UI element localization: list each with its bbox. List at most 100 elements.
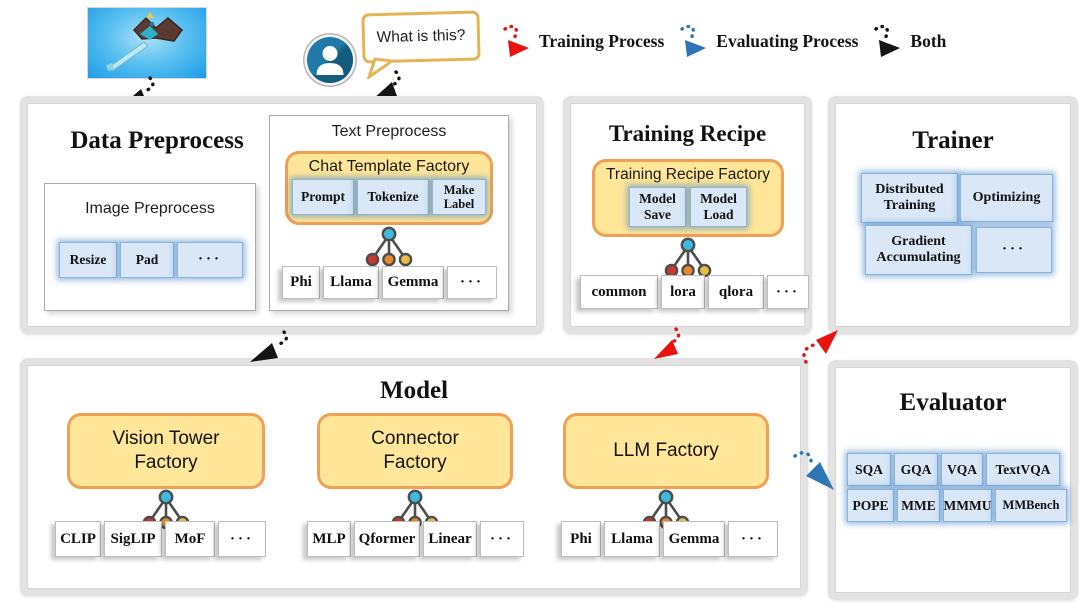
llm-variants: Phi Llama Gemma ··· [561,521,778,557]
evaluator-title: Evaluator [899,389,1007,416]
text-preprocess-panel: Text Preprocess Chat Template Factory Pr… [269,115,509,311]
arrow-user-to-text-icon [372,70,401,100]
legend-label: Evaluating Process [716,30,859,51]
factory-cell: Prompt [292,179,354,215]
variant-cell: CLIP [55,521,101,557]
training-recipe-title: Training Recipe [608,121,767,146]
image-preprocess-panel: Image Preprocess Resize Pad ··· [44,183,256,311]
trainer-cell: Optimizing [960,174,1053,222]
connector-factory: Connector Factory [317,413,513,489]
legend-label: Both [910,30,947,51]
variant-cell: Linear [423,521,477,557]
training-recipe-variants: common lora qlora ··· [580,275,809,309]
chat-template-factory: Chat Template Factory Prompt Tokenize Ma… [285,151,493,225]
factory-cell: Model Save [629,187,686,227]
benchmark-cell: GQA [894,453,938,486]
variant-cell-ellipsis: ··· [767,275,809,309]
benchmark-cell: VQA [941,453,983,486]
legend-label: Training Process [539,30,665,51]
llm-factory: LLM Factory [563,413,769,489]
speech-bubble-text: What is this? [376,26,466,47]
preprocess-cell: Resize [59,242,117,278]
connector-variants: MLP Qformer Linear ··· [307,521,524,557]
trainer-cell: Distributed Training [861,173,958,223]
chat-template-variants: Phi Llama Gemma ··· [282,266,497,299]
variant-cell-ellipsis: ··· [728,521,778,557]
benchmark-cell: MMMU [943,489,992,522]
benchmark-cell: MMBench [995,489,1067,522]
factory-cell: Tokenize [357,179,429,215]
factory-title: LLM Factory [613,440,719,461]
user-icon [307,37,353,83]
evaluator-box: Evaluator SQA GQA VQA TextVQA POPE MME M… [828,360,1078,600]
benchmark-row-1: SQA GQA VQA TextVQA [847,453,1060,486]
model-title: Model [379,377,449,404]
factory-title: Training Recipe Factory [606,166,770,183]
trainer-cells-row-1: Distributed Training Optimizing [861,173,1053,223]
image-preprocess-title: Image Preprocess [85,200,215,217]
text-preprocess-title: Text Preprocess [331,123,447,140]
person-silhouette-icon [316,46,344,75]
trainer-title: Trainer [912,127,994,154]
benchmark-cell: TextVQA [986,453,1060,486]
speech-bubble-tail [366,57,394,79]
image-preprocess-cells: Resize Pad ··· [59,242,243,278]
variant-cell: SigLIP [104,521,162,557]
variant-cell: Llama [604,521,660,557]
data-preprocess-box: Data Preprocess Image Preprocess Resize … [20,96,544,334]
variant-cell-ellipsis: ··· [218,521,266,557]
variant-cell: lora [661,275,705,309]
vision-tower-variants: CLIP SigLIP MoF ··· [55,521,266,557]
variant-cell: Phi [561,521,601,557]
preprocess-cell: Pad [120,242,174,278]
legend-item-both: Both [868,22,946,60]
vision-tower-factory: Vision Tower Factory [67,413,265,489]
dragon-shape [106,12,184,72]
legend-item-training: Training Process [497,22,664,60]
both-arrow-icon [874,24,901,57]
benchmark-cell: MME [897,489,940,522]
data-preprocess-title: Data Preprocess [70,127,244,154]
training-arrow-icon [503,24,529,57]
benchmark-row-2: POPE MME MMMU MMBench [847,489,1067,522]
legend-item-evaluating: Evaluating Process [674,22,858,60]
query-image [88,8,206,78]
arrow-model-to-evaluator-icon [793,451,834,490]
factory-tree-icon [365,226,413,267]
variant-cell: Qformer [354,521,420,557]
variant-cell-ellipsis: ··· [447,266,497,299]
benchmark-cell: POPE [847,489,894,522]
arrow-data-to-model-icon [250,330,289,362]
factory-cell: Make Label [432,179,486,215]
factory-cell: Model Load [690,187,747,227]
evaluating-arrow-icon [680,24,707,57]
preprocess-cell-ellipsis: ··· [177,242,243,278]
factory-title: Vision Tower Factory [112,428,220,473]
variant-cell: Phi [282,266,320,299]
benchmark-cell: SQA [847,453,891,486]
variant-cell: MLP [307,521,351,557]
factory-title: Connector Factory [371,428,459,473]
factory-cells: Prompt Tokenize Make Label [292,179,486,215]
trainer-cells-row-2: Gradient Accumulating ··· [865,225,1052,275]
training-recipe-factory: Training Recipe Factory Model Save Model… [592,159,784,237]
variant-cell: common [580,275,658,309]
variant-cell: Gemma [663,521,725,557]
speech-bubble: What is this? [361,10,481,64]
factory-cells: Model Save Model Load [629,187,747,227]
variant-cell: qlora [708,275,764,309]
variant-cell-ellipsis: ··· [480,521,524,557]
arrow-model-to-trainer-icon [802,330,838,364]
legend: Training Process Evaluating Process Both [497,22,946,60]
variant-cell: Llama [323,266,379,299]
model-box: Model Vision Tower Factory CLIP SigLIP M… [20,358,808,596]
arrow-recipe-to-model-icon [654,327,681,359]
trainer-cell: Gradient Accumulating [865,225,972,275]
trainer-box: Trainer Distributed Training Optimizing … [828,96,1078,334]
variant-cell: Gemma [382,266,444,299]
factory-title: Chat Template Factory [308,158,470,175]
training-recipe-box: Training Recipe Training Recipe Factory … [563,96,812,334]
trainer-cell-ellipsis: ··· [976,227,1052,273]
variant-cell: MoF [165,521,215,557]
